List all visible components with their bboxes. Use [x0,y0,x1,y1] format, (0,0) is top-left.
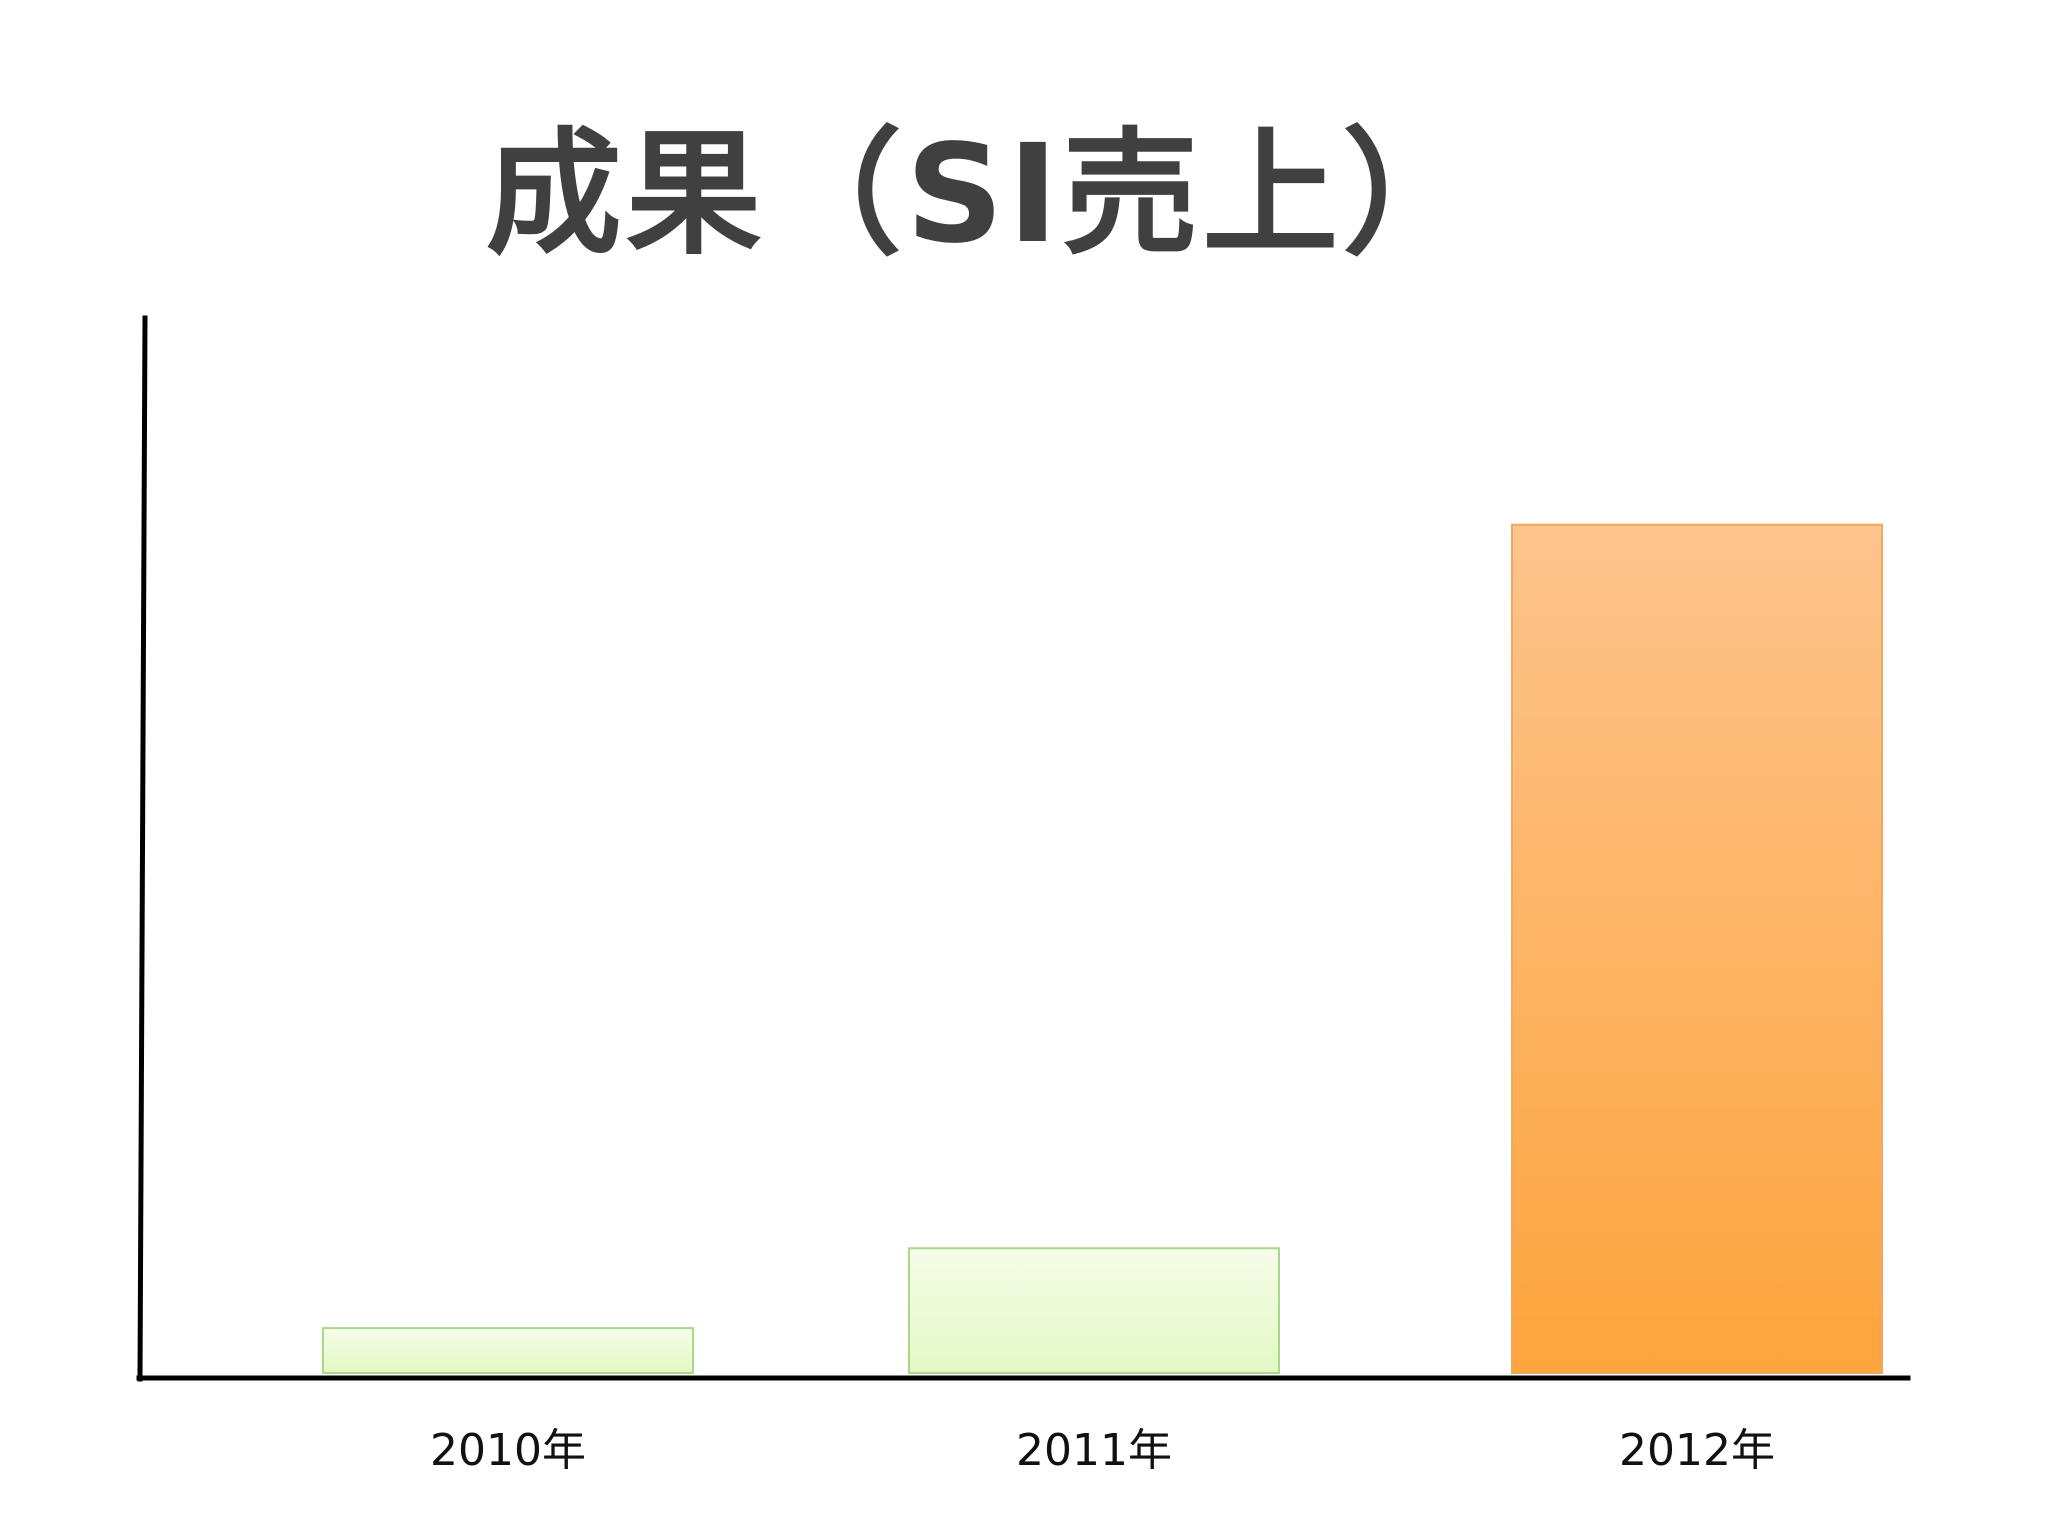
chart-title: 成果（SI売上） [485,116,1483,274]
x-tick-label: 2012年 [1619,1425,1775,1476]
x-tick-label: 2011年 [1016,1425,1172,1476]
bar-2011年 [908,1247,1280,1374]
x-tick-labels: 2010年 2011年 2012年 [430,1425,1775,1476]
bar-2012年 [1511,523,1883,1374]
y-axis-line [137,315,148,1382]
x-tick-label: 2010年 [430,1425,586,1476]
bar-2010年 [322,1327,694,1374]
bars-layer [322,523,1883,1374]
axes-layer [136,315,1911,1382]
